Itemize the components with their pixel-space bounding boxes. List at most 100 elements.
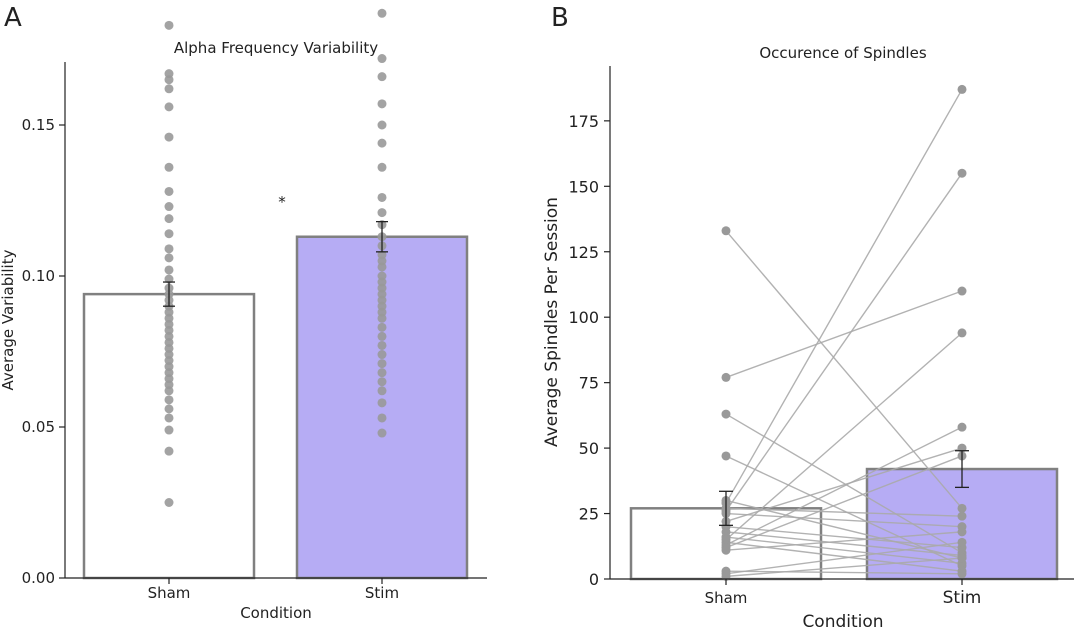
panel-a-point <box>377 350 387 360</box>
panel-a-y-tick-label: 0.10 <box>22 267 55 285</box>
panel-a-point <box>377 359 387 369</box>
panel-b-point-stim <box>957 503 967 513</box>
panel-a-point <box>377 413 387 423</box>
panel-b-point-stim <box>957 569 967 579</box>
panel-b-pair-line <box>725 447 963 523</box>
panel-a-point <box>377 54 387 64</box>
panel-b-pair-line <box>725 290 963 379</box>
panel-b-y-tick-label: 175 <box>568 112 599 131</box>
panel-a: A Alpha Frequency Variability * 0.00 0.05… <box>0 3 487 622</box>
panel-a-point <box>164 84 174 94</box>
panel-a-x-tick-label: Sham <box>148 584 191 602</box>
panel-a-point <box>377 192 387 202</box>
panel-a-y-tick-label: 0.00 <box>22 569 55 587</box>
panel-a-point <box>164 214 174 224</box>
panel-a-point <box>377 340 387 350</box>
panel-b-y-ticks: 0 25 50 75 100 125 150 175 <box>568 112 610 589</box>
panel-b-point-stim <box>957 84 967 94</box>
panel-b-pair-line <box>725 426 963 546</box>
panel-a-y-label: Average Variability <box>0 249 17 390</box>
panel-a-x-ticks: Sham Stim <box>148 578 399 602</box>
panel-b-point-stim <box>957 328 967 338</box>
panel-a-significance-marker: * <box>278 193 286 211</box>
panel-a-y-tick-label: 0.05 <box>22 418 55 436</box>
panel-b-pair-line <box>725 557 963 578</box>
panel-b-x-tick-label: Sham <box>705 589 748 607</box>
panel-a-point <box>164 498 174 507</box>
panel-b-point-stim <box>957 286 967 296</box>
panel-a-point <box>377 99 387 109</box>
panel-a-point <box>377 208 387 218</box>
panel-b-pair-line <box>725 332 963 541</box>
panel-a-point <box>164 386 174 396</box>
panel-b-pair-line <box>725 455 963 549</box>
panel-a-point <box>377 120 387 130</box>
panel-a-point <box>164 20 174 30</box>
panel-a-point <box>164 425 174 435</box>
panel-a-point <box>164 404 174 414</box>
panel-b-pair-line <box>725 413 963 554</box>
panel-a-point <box>377 368 387 378</box>
panel-a-point <box>377 162 387 172</box>
panel-b: B Occurence of Spindles 0 25 50 75 100 125 150… <box>542 3 1074 629</box>
panel-b-x-tick-label: Stim <box>943 588 982 608</box>
panel-b-pair-line <box>725 541 963 575</box>
panel-b-y-label: Average Spindles Per Session <box>542 197 562 447</box>
panel-a-point <box>164 75 174 85</box>
panel-a-point <box>377 428 387 438</box>
panel-a-point <box>377 398 387 408</box>
panel-b-point-sham <box>721 372 731 382</box>
panel-a-point <box>164 162 174 172</box>
panel-a-point <box>164 253 174 263</box>
panel-a-x-label: Condition <box>240 604 312 622</box>
panel-b-y-tick-label: 25 <box>579 505 599 524</box>
panel-b-point-sham <box>721 226 731 236</box>
panel-b-title: Occurence of Spindles <box>759 44 926 62</box>
panel-b-y-tick-label: 150 <box>568 177 599 196</box>
panel-b-pair-line <box>725 172 963 512</box>
panel-b-pair-line <box>725 536 963 564</box>
panel-b-point-stim <box>957 168 967 178</box>
panel-a-point <box>377 331 387 341</box>
panel-b-pair-line <box>725 570 963 575</box>
panel-b-pair-line <box>725 512 963 528</box>
panel-a-point <box>164 395 174 405</box>
panel-b-x-label: Condition <box>802 612 883 629</box>
panel-b-pair-line <box>725 525 963 549</box>
panel-a-x-tick-label: Stim <box>365 584 399 602</box>
panel-a-point <box>377 72 387 82</box>
panel-b-y-tick-label: 125 <box>568 243 599 262</box>
panel-b-letter: B <box>551 3 569 33</box>
panel-a-point <box>164 132 174 142</box>
panel-b-marks <box>629 84 1059 581</box>
panel-a-point <box>164 446 174 456</box>
panel-a-point <box>377 262 387 272</box>
panel-a-point <box>164 202 174 212</box>
panel-a-point <box>164 186 174 196</box>
panel-a-point <box>164 244 174 254</box>
panel-b-point-stim <box>957 553 967 563</box>
panel-b-pair-line <box>725 531 963 557</box>
panel-b-point-sham <box>721 409 731 419</box>
panel-b-y-tick-label: 75 <box>579 374 599 393</box>
panel-a-point <box>377 386 387 396</box>
panel-a-marks: * <box>82 8 469 580</box>
panel-a-point <box>164 102 174 112</box>
panel-b-y-tick-label: 100 <box>568 308 599 327</box>
panel-a-letter: A <box>4 3 22 33</box>
panel-b-pair-line <box>725 531 963 551</box>
panel-a-title: Alpha Frequency Variability <box>174 39 378 57</box>
panel-a-point <box>164 265 174 275</box>
panel-b-point-sham <box>721 451 731 461</box>
panel-a-point <box>377 8 387 18</box>
panel-b-x-ticks: Sham Stim <box>705 579 982 608</box>
panel-b-point-stim <box>957 422 967 432</box>
panel-b-point-sham <box>721 545 731 555</box>
panel-a-point <box>377 138 387 148</box>
panel-a-point <box>164 229 174 239</box>
panel-b-pair-line <box>725 89 963 504</box>
panel-b-point-stim <box>957 527 967 537</box>
panel-a-y-tick-label: 0.15 <box>22 116 55 134</box>
panel-a-point <box>164 274 174 284</box>
